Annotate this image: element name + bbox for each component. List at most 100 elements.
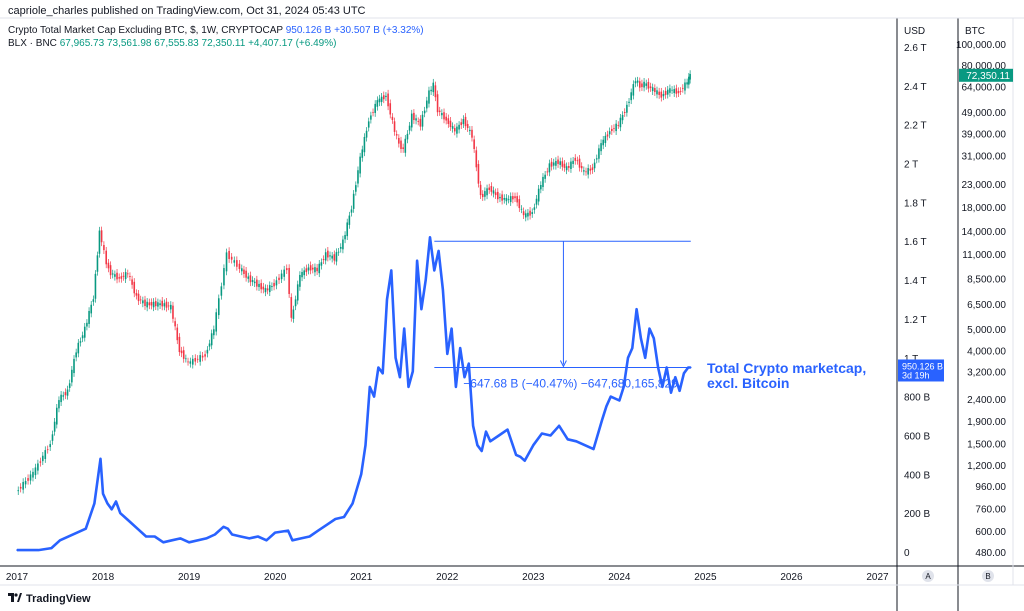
btc-candle [159,303,161,306]
btc-candle [490,186,493,192]
btc-tick-label: 4,000.00 [967,346,1006,357]
btc-candle [512,196,514,200]
btc-candle [497,191,499,200]
btc-candle [320,262,323,266]
btc-candle [135,293,138,296]
btc-candle [118,277,120,279]
btc-candle [387,93,389,107]
btc-candle [544,174,546,179]
btc-candle [677,91,680,94]
usd-tick-label: 2.4 T [904,82,927,93]
btc-candle [621,114,624,121]
btc-candle [146,301,148,308]
btc-candle [475,150,478,168]
btc-candle [598,148,600,159]
btc-candle [275,280,278,286]
btc-candle [578,158,581,168]
btc-candle [471,129,473,138]
btc-candle [522,211,525,216]
btc-candle [516,196,518,203]
tradingview-footer[interactable]: TradingView [8,593,91,605]
btc-candle [96,255,99,272]
btc-candle [236,260,238,267]
btc-tick-label: 100,000.00 [956,40,1006,51]
btc-candle [337,251,340,253]
btc-candle [39,461,42,463]
btc-tick-label: 5,000.00 [967,325,1006,336]
btc-candle [421,114,424,127]
btc-candle [137,293,140,302]
btc-candle [185,358,187,360]
btc-candle [217,298,220,316]
btc-candle [404,138,407,153]
btc-candle [417,121,420,122]
btc-candle [210,333,213,346]
btc-candle [395,134,398,136]
btc-candle [453,128,456,132]
legend-series-1[interactable]: Crypto Total Market Cap Excluding BTC, $… [8,25,424,36]
btc-candle [570,161,572,169]
btc-candle [83,326,86,338]
btc-candle [443,112,445,120]
btc-candle [662,93,665,97]
btc-candle [613,128,615,129]
btc-candle [94,273,97,299]
btc-candle [548,163,551,173]
btc-candle [406,133,409,140]
btc-candle [419,118,422,127]
btc-candle [486,188,488,196]
legend-series-2-open: 67,965.73 [59,38,105,49]
btc-tick-label: 80,000.00 [962,61,1007,72]
btc-candle [589,168,592,171]
btc-candle [189,361,192,364]
time-tick-label: 2017 [6,572,29,583]
btc-candle [285,268,288,271]
btc-candle [565,166,568,171]
btc-candle [348,215,351,225]
btc-candle [514,196,516,199]
legend-series-2[interactable]: BLX · BNC 67,965.73 73,561.98 67,555.83 … [8,38,336,49]
btc-candle [675,88,678,94]
btc-candle [22,481,24,490]
btc-price-badge-value: 72,350.11 [966,71,1010,82]
btc-candle [280,273,283,280]
btc-candle [426,100,428,109]
btc-candle [451,126,454,129]
btc-scale-mode-button[interactable] [982,570,994,582]
usd-scale-label[interactable]: USD [904,26,926,37]
btc-tick-label: 18,000.00 [962,203,1007,214]
btc-candle [208,343,211,347]
btc-candle [658,91,660,95]
btc-candle [283,269,285,277]
legend-series-1-value: 950.126 B [285,25,332,36]
btc-candle [233,260,236,263]
btc-candle [201,355,204,358]
btc-candle [473,139,475,150]
btc-candle [107,262,110,269]
btc-candle [64,392,67,396]
btc-candle [126,273,129,275]
btc-candle [191,358,194,365]
btc-candle [389,103,392,115]
btc-candle [124,272,127,280]
btc-candle [634,81,637,84]
btc-candle [290,297,293,318]
btc-candle [673,89,676,94]
btc-candle [311,267,314,270]
btc-candle [619,117,622,128]
btc-tick-label: 1,500.00 [967,440,1006,451]
btc-candle [350,209,353,213]
btc-candle [42,455,44,462]
btc-candle [423,110,426,114]
btc-candle [574,157,577,161]
btc-candle [335,252,338,262]
btc-tick-label: 23,000.00 [962,180,1007,191]
btc-candle [260,283,262,290]
btc-scale-label[interactable]: BTC [965,26,985,37]
btc-candle [555,160,557,166]
btc-candle [19,486,22,489]
usd-scale-mode-button[interactable] [922,570,934,582]
btc-candle [402,147,404,150]
btc-candle [66,389,69,396]
